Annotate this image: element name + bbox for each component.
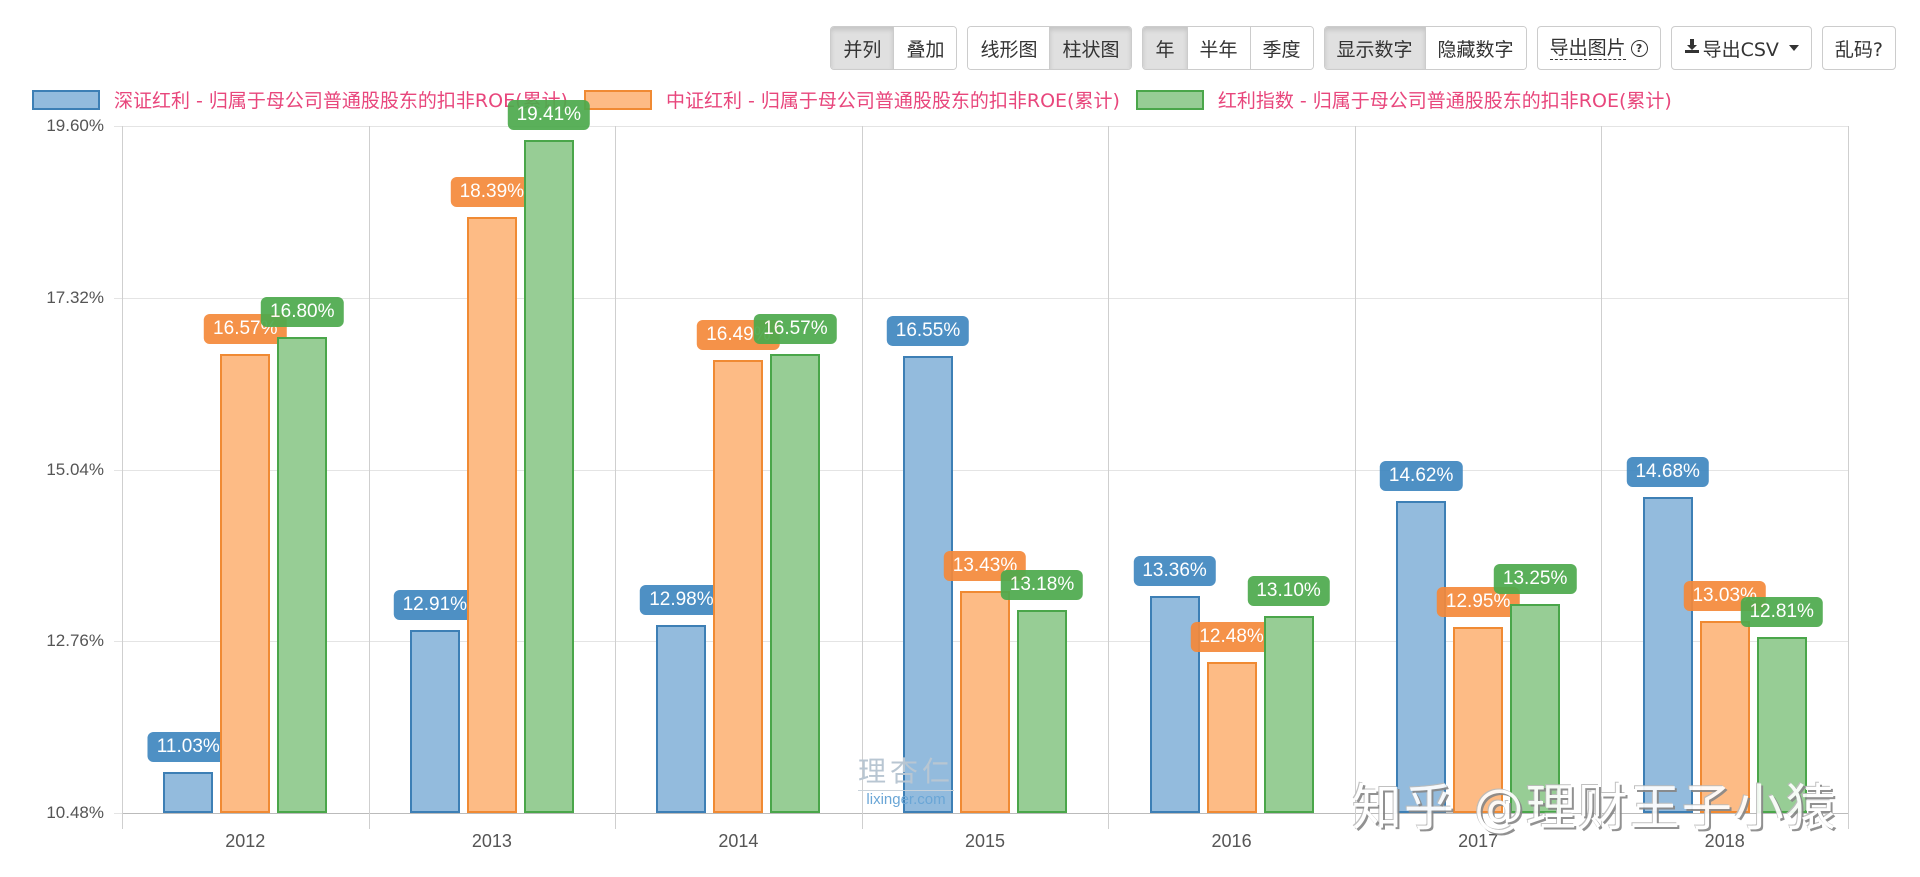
show-numbers-button[interactable]: 显示数字 [1324, 27, 1425, 69]
export-csv-label: 导出CSV [1702, 38, 1779, 61]
annual-button[interactable]: 年 [1143, 27, 1187, 69]
bar-2014-series-0[interactable] [656, 624, 707, 813]
bar-2012-series-0[interactable] [163, 771, 214, 813]
category-divider [862, 126, 863, 829]
export-image-button[interactable]: 导出图片 ? [1536, 26, 1661, 70]
x-axis-tick-label: 2017 [1458, 831, 1499, 851]
layout-toggle-group: 并列 叠加 [830, 26, 958, 70]
data-label: 16.57% [754, 314, 837, 345]
bar-2015-series-0[interactable] [903, 355, 953, 813]
bar-2018-series-0[interactable] [1642, 496, 1693, 813]
bar-2016-series-2[interactable] [1263, 615, 1314, 813]
bar-2014-series-2[interactable] [770, 354, 821, 813]
data-label: 16.55% [886, 315, 970, 346]
caret-down-icon [1788, 45, 1799, 51]
y-gridline [114, 470, 1848, 471]
x-axis-line [122, 813, 1848, 814]
bar-2012-series-2[interactable] [277, 336, 328, 813]
quarter-button[interactable]: 季度 [1249, 27, 1313, 69]
category-divider [615, 126, 616, 829]
legend-label: 红利指数 - 归属于母公司普通股股东的扣非ROE(累计) [1217, 90, 1672, 112]
category-divider [369, 126, 370, 829]
hide-numbers-button[interactable]: 隐藏数字 [1424, 27, 1526, 69]
category-divider [1601, 126, 1602, 829]
legend-label: 中证红利 - 归属于母公司普通股股东的扣非ROE(累计) [665, 90, 1120, 112]
bar-2018-series-1[interactable] [1699, 620, 1750, 813]
bar-2013-series-0[interactable] [409, 629, 460, 813]
category-divider [1848, 126, 1849, 829]
y-axis-tick-label: 17.32% [46, 287, 104, 307]
data-label: 12.91% [393, 589, 477, 620]
data-label: 13.10% [1247, 575, 1330, 606]
number-display-toggle-group: 显示数字 隐藏数字 [1323, 26, 1527, 70]
category-divider [122, 126, 123, 829]
chart-legend: 深证红利 - 归属于母公司普通股股东的扣非ROE(累计) 中证红利 - 归属于母… [32, 86, 1688, 113]
data-label: 12.98% [640, 584, 723, 615]
stacked-button[interactable]: 叠加 [893, 27, 957, 69]
bar-2014-series-1[interactable] [713, 360, 764, 813]
x-axis-tick-label: 2012 [225, 831, 266, 851]
bar-2015-series-1[interactable] [960, 590, 1010, 813]
legend-label: 深证红利 - 归属于母公司普通股股东的扣非ROE(累计) [114, 90, 568, 112]
data-label: 18.39% [450, 177, 534, 208]
bar-2013-series-2[interactable] [523, 140, 574, 813]
bar-2013-series-1[interactable] [466, 217, 517, 813]
period-toggle-group: 年 半年 季度 [1142, 26, 1314, 70]
x-axis-tick-label: 2015 [964, 831, 1006, 851]
line-chart-button[interactable]: 线形图 [968, 27, 1050, 69]
legend-item-szse-dividend[interactable]: 深证红利 - 归属于母公司普通股股东的扣非ROE(累计) [32, 86, 568, 113]
garbled-text-help-button[interactable]: 乱码? [1821, 26, 1896, 70]
download-icon [1684, 38, 1700, 58]
x-axis-tick-label: 2013 [471, 831, 512, 851]
bar-2017-series-2[interactable] [1510, 604, 1561, 813]
legend-swatch-blue [32, 89, 100, 110]
bar-chart-button[interactable]: 柱状图 [1049, 27, 1132, 69]
data-label: 16.80% [261, 296, 344, 327]
legend-item-csi-dividend[interactable]: 中证红利 - 归属于母公司普通股股东的扣非ROE(累计) [583, 86, 1120, 113]
data-label: 11.03% [147, 731, 229, 762]
lixinger-watermark-en: lixinger.com [858, 790, 955, 808]
data-label: 12.48% [1190, 622, 1273, 653]
question-circle-icon: ? [1630, 39, 1648, 57]
data-label: 12.95% [1436, 586, 1520, 617]
data-label: 12.81% [1740, 597, 1823, 628]
data-label: 13.18% [1000, 569, 1084, 600]
chart-toolbar: 并列 叠加 线形图 柱状图 年 半年 季度 显示数字 隐藏数字 导出图片 ? 导… [830, 26, 1896, 70]
data-label: 13.25% [1493, 564, 1577, 595]
x-axis-tick-label: 2014 [718, 831, 759, 851]
y-axis-tick-label: 10.48% [46, 803, 104, 822]
bar-2012-series-1[interactable] [220, 354, 271, 813]
data-label: 14.62% [1379, 461, 1463, 492]
legend-swatch-green [1135, 89, 1204, 110]
y-axis-tick-label: 19.60% [46, 116, 104, 135]
data-label: 14.68% [1626, 456, 1709, 487]
data-label: 19.41% [507, 100, 591, 131]
bar-2015-series-2[interactable] [1017, 609, 1067, 813]
x-axis-tick-label: 2018 [1704, 831, 1745, 851]
zhihu-watermark: 知乎 @理财王子小猿 [1352, 779, 1838, 837]
bar-2016-series-1[interactable] [1206, 662, 1257, 813]
lixinger-watermark: 理杏仁 lixinger.com [858, 750, 955, 808]
bar-2017-series-1[interactable] [1453, 626, 1504, 813]
half-year-button[interactable]: 半年 [1186, 27, 1250, 69]
data-label: 13.36% [1133, 556, 1216, 587]
y-gridline [114, 298, 1848, 299]
bar-2018-series-2[interactable] [1756, 637, 1807, 813]
lixinger-watermark-cn: 理杏仁 [858, 755, 955, 788]
category-divider [1355, 126, 1356, 829]
category-divider [1108, 126, 1109, 829]
x-axis-tick-label: 2016 [1211, 831, 1252, 851]
export-image-label: 导出图片 [1549, 36, 1626, 60]
y-axis-tick-label: 12.76% [46, 631, 104, 651]
side-by-side-button[interactable]: 并列 [831, 27, 894, 69]
export-csv-button[interactable]: 导出CSV [1670, 26, 1812, 70]
chart-type-toggle-group: 线形图 柱状图 [967, 26, 1133, 70]
y-axis-tick-label: 15.04% [46, 459, 104, 479]
legend-item-dividend-index[interactable]: 红利指数 - 归属于母公司普通股股东的扣非ROE(累计) [1135, 86, 1672, 113]
bar-2017-series-0[interactable] [1396, 501, 1447, 813]
legend-swatch-orange [583, 89, 652, 110]
y-gridline [114, 126, 1848, 127]
